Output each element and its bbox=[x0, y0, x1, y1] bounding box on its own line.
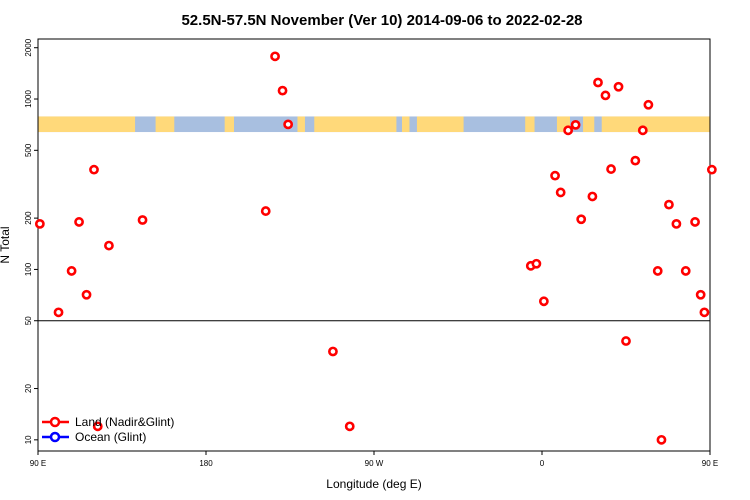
x-tick-label: 90 W bbox=[365, 459, 384, 468]
data-point bbox=[538, 296, 549, 307]
land-segment bbox=[402, 116, 410, 133]
data-point bbox=[66, 266, 77, 276]
land-segment bbox=[38, 116, 136, 133]
data-point bbox=[695, 289, 706, 300]
data-point bbox=[593, 77, 603, 88]
data-point bbox=[643, 99, 654, 110]
data-point bbox=[613, 81, 624, 92]
y-tick-label: 2000 bbox=[24, 38, 33, 56]
y-tick-label: 50 bbox=[24, 316, 33, 325]
data-point bbox=[137, 215, 148, 225]
data-point bbox=[706, 164, 717, 175]
land-segment bbox=[224, 116, 234, 133]
legend-ocean-label: Ocean (Glint) bbox=[75, 430, 146, 444]
data-point bbox=[680, 266, 691, 276]
data-point bbox=[260, 206, 271, 216]
x-tick-label: 180 bbox=[199, 459, 213, 468]
legend-ocean-marker bbox=[49, 431, 61, 443]
data-point bbox=[550, 170, 560, 181]
data-point bbox=[53, 307, 64, 318]
data-point bbox=[630, 155, 641, 166]
data-point bbox=[570, 119, 581, 130]
x-tick-label: 90 E bbox=[30, 459, 46, 468]
x-tick-label: 90 E bbox=[702, 459, 718, 468]
plot-frame bbox=[37, 38, 711, 452]
data-points bbox=[34, 51, 717, 445]
y-axis: 10 20 50 100 200 500 1000 2000 bbox=[24, 38, 38, 444]
data-point bbox=[270, 51, 280, 62]
data-point bbox=[656, 434, 667, 445]
data-point bbox=[344, 421, 355, 432]
data-point bbox=[671, 218, 682, 229]
data-point bbox=[587, 191, 598, 202]
data-point bbox=[277, 85, 288, 96]
land-segment bbox=[416, 116, 464, 133]
data-point bbox=[600, 90, 611, 101]
legend-land-label: Land (Nadir&Glint) bbox=[75, 415, 174, 429]
data-point bbox=[664, 199, 674, 210]
land-segment bbox=[155, 116, 175, 133]
data-point bbox=[104, 240, 114, 251]
data-point bbox=[606, 164, 616, 174]
x-axis: 90 E 180 90 W 0 90 E bbox=[30, 451, 718, 468]
surface-band bbox=[38, 116, 710, 133]
y-tick-label: 200 bbox=[24, 211, 33, 225]
land-segment bbox=[297, 116, 305, 133]
land-segment bbox=[525, 116, 535, 133]
data-point bbox=[74, 217, 84, 227]
y-tick-label: 100 bbox=[24, 262, 33, 276]
x-tick-label: 0 bbox=[540, 459, 545, 468]
data-point bbox=[328, 346, 338, 357]
y-tick-label: 10 bbox=[24, 435, 33, 444]
data-point bbox=[531, 258, 542, 269]
data-point bbox=[81, 289, 92, 300]
data-point bbox=[92, 421, 103, 432]
data-point bbox=[652, 266, 663, 276]
y-axis-label: N Total bbox=[0, 226, 12, 263]
legend-land-marker bbox=[49, 416, 61, 428]
data-point bbox=[699, 307, 710, 318]
data-point bbox=[621, 336, 631, 346]
data-point bbox=[576, 214, 587, 225]
land-segment bbox=[601, 116, 710, 133]
data-point bbox=[690, 217, 700, 227]
data-point bbox=[637, 125, 648, 136]
y-tick-label: 1000 bbox=[24, 90, 33, 108]
x-axis-label: Longitude (deg E) bbox=[326, 477, 421, 491]
data-point bbox=[34, 218, 45, 229]
y-tick-label: 500 bbox=[24, 143, 33, 157]
land-segment bbox=[314, 116, 397, 133]
data-point bbox=[563, 125, 574, 136]
data-point bbox=[555, 187, 566, 198]
data-point bbox=[283, 119, 294, 130]
legend: Land (Nadir&Glint) Ocean (Glint) bbox=[42, 415, 174, 444]
land-segment bbox=[583, 116, 595, 133]
y-tick-label: 20 bbox=[24, 384, 33, 393]
chart-title: 52.5N-57.5N November (Ver 10) 2014-09-06… bbox=[181, 12, 582, 29]
data-point bbox=[89, 164, 99, 175]
